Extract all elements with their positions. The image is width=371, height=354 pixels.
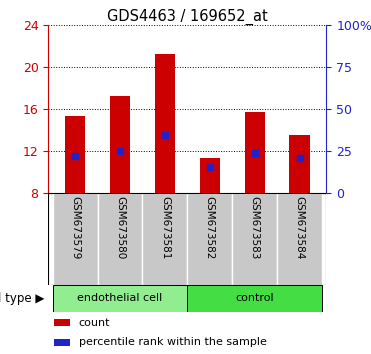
Bar	[98, 193, 142, 285]
Bar	[187, 285, 322, 312]
Bar	[53, 193, 98, 285]
Text: endothelial cell: endothelial cell	[78, 293, 162, 303]
Bar	[155, 54, 175, 193]
Text: GSM673581: GSM673581	[160, 196, 170, 259]
Bar	[200, 158, 220, 193]
Text: count: count	[79, 318, 110, 328]
Bar	[244, 112, 265, 193]
Text: GSM673580: GSM673580	[115, 196, 125, 259]
Bar	[54, 339, 70, 346]
Text: control: control	[235, 293, 274, 303]
Bar	[65, 116, 85, 193]
Bar	[110, 96, 130, 193]
Text: GSM673583: GSM673583	[250, 196, 260, 259]
Bar	[277, 193, 322, 285]
Text: GSM673582: GSM673582	[205, 196, 215, 259]
Text: GSM673584: GSM673584	[295, 196, 305, 259]
Bar	[232, 193, 277, 285]
Bar	[187, 193, 232, 285]
Bar	[53, 285, 187, 312]
Text: cell type ▶: cell type ▶	[0, 292, 45, 305]
Text: percentile rank within the sample: percentile rank within the sample	[79, 337, 267, 347]
Text: GSM673579: GSM673579	[70, 196, 80, 259]
Bar	[54, 319, 70, 326]
Title: GDS4463 / 169652_at: GDS4463 / 169652_at	[107, 8, 268, 25]
Bar	[289, 135, 310, 193]
Bar	[142, 193, 187, 285]
